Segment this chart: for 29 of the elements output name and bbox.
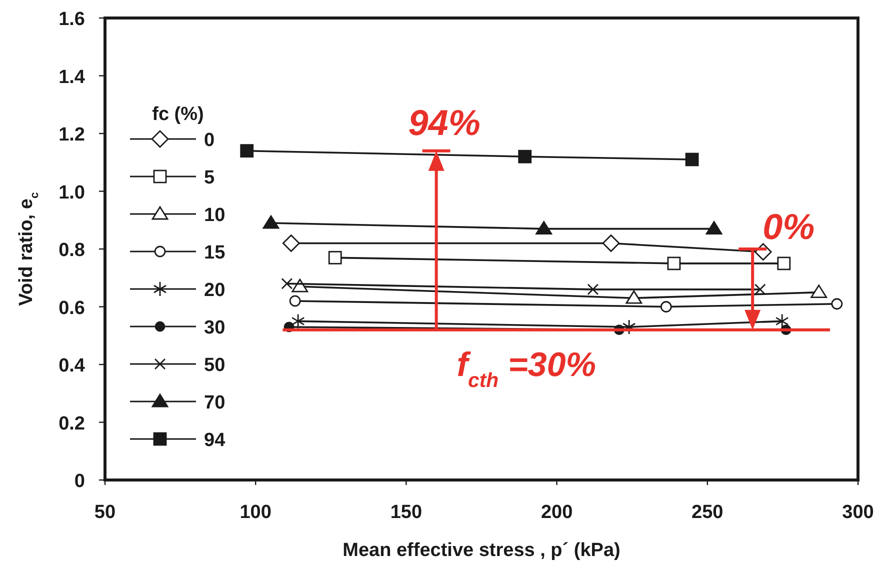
x-axis-title: Mean effective stress , p´ (kPa) — [342, 540, 620, 561]
y-tick-label: 0.6 — [58, 298, 85, 319]
annotation: f$_{cth}$ =30% — [456, 346, 596, 392]
annotation: 0% — [762, 206, 815, 247]
x-tick-label: 200 — [540, 502, 573, 523]
legend-label: 20 — [204, 280, 226, 301]
y-tick-label: 1.0 — [58, 182, 85, 204]
x-tick-label: 300 — [842, 502, 874, 523]
y-tick-label: 1.4 — [58, 66, 86, 88]
y-tick-label: 1.6 — [58, 9, 85, 30]
y-tick-label: 0.2 — [58, 413, 85, 434]
legend-label: 5 — [204, 168, 215, 188]
y-tick-label: 0.4 — [58, 356, 86, 376]
legend-label: 50 — [204, 355, 226, 376]
y-tick-label: 0.8 — [58, 240, 85, 261]
x-tick-label: 150 — [390, 502, 422, 523]
legend-label: 0 — [204, 130, 215, 151]
legend-label: 94 — [204, 430, 226, 451]
x-tick-label: 250 — [692, 502, 724, 523]
x-tick-label: 100 — [240, 502, 272, 523]
legend-label: 70 — [204, 392, 226, 414]
legend-label: 15 — [204, 242, 226, 264]
x-tick-label: 50 — [94, 502, 116, 523]
y-tick-label: 1.2 — [58, 124, 85, 146]
y-tick-label: 0 — [74, 471, 85, 492]
legend-title: fc (%) — [152, 104, 204, 125]
legend-label: 30 — [204, 318, 226, 338]
annotation: 94% — [408, 102, 480, 143]
legend-label: 10 — [204, 205, 226, 226]
